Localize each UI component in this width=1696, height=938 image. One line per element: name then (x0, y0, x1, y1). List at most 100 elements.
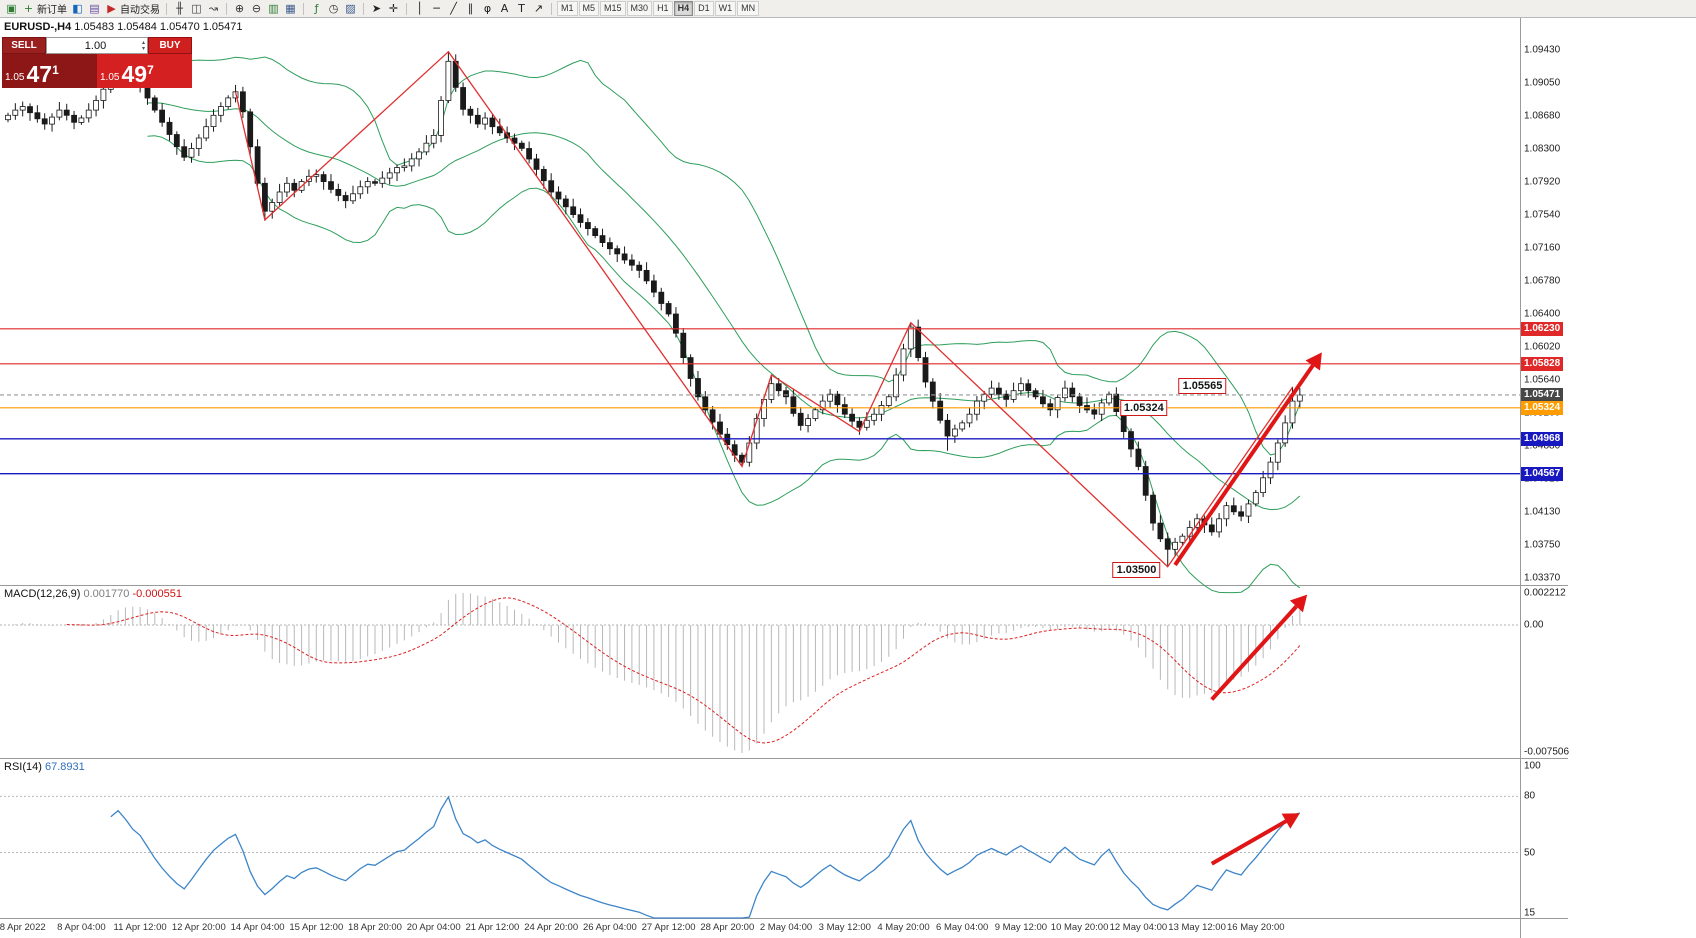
terminal-icon[interactable]: ▤ (89, 1, 100, 15)
price-tag: 1.06230 (1521, 321, 1564, 336)
indicators-icon[interactable]: ƒ (314, 1, 319, 15)
new-chart-icon[interactable]: ▣ (6, 1, 17, 15)
sell-price-prefix: 1.05 (5, 72, 25, 83)
fibonacci-icon[interactable]: φ (483, 1, 492, 15)
price-axis-label: 1.06020 (1524, 341, 1561, 353)
price-axis-label: 1.07160 (1524, 242, 1561, 254)
text-icon[interactable]: A (500, 1, 509, 15)
price-axis-label: 1.07540 (1524, 209, 1561, 221)
price-axis-label: 1.05640 (1524, 374, 1561, 386)
timeframe-m15[interactable]: M15 (600, 1, 626, 16)
text-label-icon[interactable]: T (518, 1, 525, 15)
templates-icon[interactable]: ▨ (345, 1, 356, 15)
volume-stepper[interactable]: ▴ ▾ (142, 40, 145, 52)
time-axis-label: 8 Apr 2022 (0, 922, 46, 933)
timeframe-mn[interactable]: MN (737, 1, 760, 16)
zoom-in-icon[interactable]: ⊕ (234, 1, 245, 15)
price-axis-label: 1.06780 (1524, 275, 1561, 287)
timeframe-m5[interactable]: M5 (578, 1, 600, 16)
macd-main-value: 0.001770 (83, 588, 130, 600)
time-axis-label: 6 May 04:00 (936, 922, 989, 933)
sell-button[interactable]: SELL (2, 37, 46, 54)
toolbar-separator (363, 2, 364, 15)
auto-trading-label[interactable]: 自动交易 (120, 5, 160, 16)
sell-price[interactable]: 1.05 47 1 (2, 54, 97, 88)
new-order-icon[interactable]: + (23, 1, 34, 15)
candlestick-mode-icon[interactable]: ◫ (191, 1, 202, 15)
toolbar-separator (303, 2, 304, 15)
periods-icon[interactable]: ◷ (328, 1, 339, 15)
price-axis-label: 1.07920 (1524, 176, 1561, 188)
rsi-axis-label: 15 (1524, 907, 1536, 919)
time-axis-label: 3 May 12:00 (818, 922, 871, 933)
arrows-tool-icon[interactable]: ↗ (533, 1, 544, 15)
auto-trading-icon[interactable]: ▶ (107, 1, 116, 15)
timeframe-w1[interactable]: W1 (714, 1, 737, 16)
new-order-label[interactable]: 新订单 (37, 5, 67, 16)
macd-label: MACD(12,26,9) 0.001770 -0.000551 (4, 588, 182, 600)
macd-signal-value: -0.000551 (132, 588, 182, 600)
rsi-label: RSI(14) 67.8931 (4, 761, 85, 773)
price-annotation-box: 1.03500 (1112, 562, 1161, 579)
volume-input[interactable]: 1.00 ▴ ▾ (46, 37, 148, 54)
time-axis-label: 12 May 04:00 (1109, 922, 1168, 933)
price-axis-label: 1.03370 (1524, 572, 1561, 584)
time-axis-label: 27 Apr 12:00 (641, 922, 696, 933)
price-axis-label: 1.04130 (1524, 506, 1561, 518)
rsi-name: RSI(14) (4, 761, 42, 773)
time-axis-label: 21 Apr 12:00 (465, 922, 520, 933)
price-axis-label: 1.09430 (1524, 44, 1561, 56)
time-axis-label: 13 May 12:00 (1168, 922, 1226, 933)
volume-value[interactable]: 1.00 (84, 39, 107, 52)
equidistant-channel-icon[interactable]: ∥ (467, 1, 474, 15)
timeframe-h4[interactable]: H4 (673, 1, 694, 16)
price-tag: 1.05471 (1521, 387, 1564, 402)
timeframe-m30[interactable]: M30 (626, 1, 653, 16)
price-axis-label: 1.06400 (1524, 308, 1561, 320)
cursor-icon[interactable]: ➤ (371, 1, 382, 15)
market-watch-icon[interactable]: ◧ (72, 1, 83, 15)
crosshair-icon[interactable]: ✛ (388, 1, 399, 15)
toolbar-separator (406, 2, 407, 15)
toolbar-separator (551, 2, 552, 15)
time-axis-label: 8 Apr 04:00 (57, 922, 106, 933)
time-axis-label: 24 Apr 20:00 (524, 922, 579, 933)
buy-price[interactable]: 1.05 49 7 (97, 54, 192, 88)
auto-scroll-icon[interactable]: ▥ (268, 1, 279, 15)
toolbar: ▣ + 新订单 ◧ ▤ ▶ 自动交易 ╫ ◫ ↝ ⊕ ⊖ ▥ ▦ ƒ ◷ ▨ ➤ ✛ │ ─ ╱ ∥ φ A T ↗ M1 M5 M15 M… (0, 0, 1696, 18)
zoom-out-icon[interactable]: ⊖ (251, 1, 262, 15)
price-tag: 1.04968 (1521, 431, 1564, 446)
horizontal-line-icon[interactable]: ─ (433, 1, 440, 15)
vertical-line-icon[interactable]: │ (416, 1, 423, 15)
time-axis-label: 11 Apr 12:00 (113, 922, 167, 933)
chart-shift-icon[interactable]: ▦ (285, 1, 296, 15)
trendline-icon[interactable]: ╱ (450, 1, 457, 15)
price-axis-label: 1.08300 (1524, 143, 1561, 155)
price-axis-label: 1.04880 (1524, 440, 1561, 452)
rsi-axis-label: 80 (1524, 790, 1536, 802)
volume-down-icon[interactable]: ▾ (141, 45, 145, 52)
symbol-period-label: EURUSD-,H4 (4, 21, 72, 33)
price-axis-label: 1.08680 (1524, 110, 1561, 122)
buy-button[interactable]: BUY (148, 37, 192, 54)
bar-chart-mode-icon[interactable]: ╫ (176, 1, 183, 15)
price-annotation-box: 1.05565 (1178, 378, 1227, 395)
price-tag: 1.05828 (1521, 356, 1564, 371)
sell-price-point: 1 (52, 63, 59, 77)
sell-price-pips: 47 (26, 61, 53, 87)
rsi-value: 67.8931 (44, 761, 85, 773)
price-annotation-box: 1.05324 (1119, 399, 1168, 416)
line-chart-mode-icon[interactable]: ↝ (208, 1, 219, 15)
time-axis-label: 12 Apr 20:00 (171, 922, 226, 933)
timeframe-h1[interactable]: H1 (653, 1, 673, 16)
rsi-axis-label: 50 (1524, 847, 1536, 859)
time-axis-label: 16 May 20:00 (1227, 922, 1285, 933)
timeframe-d1[interactable]: D1 (694, 1, 714, 16)
buy-price-point: 7 (147, 63, 154, 77)
macd-axis-label: 0.002212 (1524, 587, 1566, 599)
timeframe-m1[interactable]: M1 (557, 1, 578, 16)
time-axis-label: 10 May 20:00 (1050, 922, 1109, 933)
volume-up-icon[interactable]: ▴ (141, 39, 145, 46)
